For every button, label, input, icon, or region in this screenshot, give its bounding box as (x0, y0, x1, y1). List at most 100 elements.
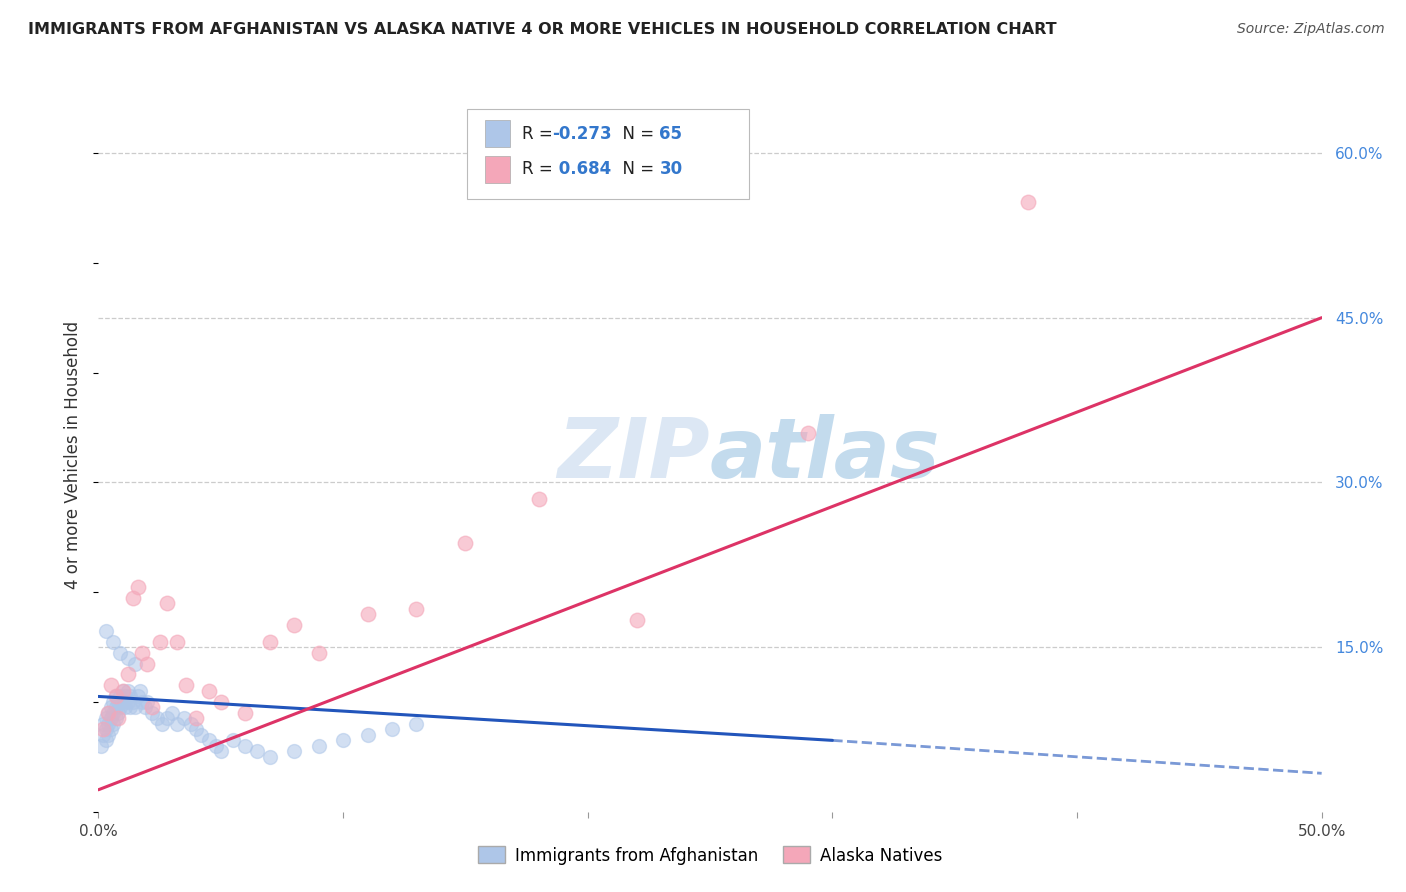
Point (405, 601, 427, 615)
Point (166, 634, 188, 648)
Point (104, 690, 127, 704)
Point (110, 700, 132, 714)
Text: R =: R = (522, 161, 558, 178)
Point (114, 690, 136, 704)
Point (120, 700, 142, 714)
Point (405, 717, 427, 731)
Point (197, 733, 219, 747)
Point (94, 624, 117, 638)
Point (209, 744, 232, 758)
Point (111, 695, 134, 709)
Point (121, 591, 143, 605)
Point (141, 700, 163, 714)
Point (120, 690, 142, 704)
Point (209, 695, 232, 709)
Point (233, 739, 256, 753)
Point (107, 711, 129, 725)
Point (127, 580, 149, 594)
Text: atlas: atlas (710, 415, 941, 495)
Point (136, 695, 159, 709)
Point (136, 657, 159, 671)
Point (94, 723, 117, 737)
Point (101, 706, 124, 720)
Point (91, 723, 114, 737)
Point (127, 690, 149, 704)
Point (104, 690, 127, 704)
Text: 0.684: 0.684 (553, 161, 610, 178)
Point (91, 717, 114, 731)
Point (114, 700, 136, 714)
Point (186, 711, 208, 725)
Point (117, 651, 139, 665)
Text: Source: ZipAtlas.com: Source: ZipAtlas.com (1237, 22, 1385, 37)
Point (131, 695, 153, 709)
Point (131, 646, 153, 660)
Point (110, 646, 132, 660)
Point (134, 700, 156, 714)
Text: IMMIGRANTS FROM AFGHANISTAN VS ALASKA NATIVE 4 OR MORE VEHICLES IN HOUSEHOLD COR: IMMIGRANTS FROM AFGHANISTAN VS ALASKA NA… (28, 22, 1057, 37)
Point (129, 684, 152, 698)
Text: 65: 65 (659, 125, 682, 143)
Point (186, 723, 208, 737)
Point (176, 678, 198, 692)
Point (146, 711, 169, 725)
Text: N =: N = (612, 161, 659, 178)
Point (797, 425, 820, 440)
Point (94, 733, 117, 747)
Point (626, 613, 648, 627)
Point (160, 706, 183, 720)
Point (100, 700, 122, 714)
Point (156, 596, 179, 610)
Text: N =: N = (612, 125, 659, 143)
Point (173, 711, 195, 725)
Point (180, 717, 202, 731)
Point (100, 723, 122, 737)
Point (381, 723, 404, 737)
Point (141, 706, 163, 720)
Point (117, 667, 139, 681)
Point (124, 700, 146, 714)
Point (308, 739, 330, 753)
Point (107, 706, 129, 720)
Point (100, 711, 122, 725)
Text: R =: R = (522, 125, 558, 143)
Point (117, 684, 139, 698)
Point (97, 706, 120, 720)
Point (104, 700, 127, 714)
Point (259, 749, 281, 764)
Point (246, 744, 269, 758)
Point (97, 728, 120, 742)
Point (110, 690, 132, 704)
Point (124, 657, 146, 671)
Y-axis label: 4 or more Vehicles in Household: 4 or more Vehicles in Household (65, 321, 83, 589)
Point (283, 618, 305, 632)
Point (94, 711, 117, 725)
Point (356, 607, 378, 621)
Point (454, 535, 477, 549)
Point (356, 728, 378, 742)
Point (97, 717, 120, 731)
Point (308, 646, 330, 660)
Point (149, 634, 172, 648)
Point (222, 733, 245, 747)
Text: ZIP: ZIP (557, 415, 710, 495)
Point (107, 695, 129, 709)
Point (527, 491, 550, 506)
Point (197, 684, 219, 698)
Point (121, 695, 143, 709)
Point (111, 684, 134, 698)
Point (90, 739, 112, 753)
Point (100, 678, 122, 692)
Point (91, 728, 114, 742)
Point (156, 711, 179, 725)
Point (97, 706, 120, 720)
Point (166, 717, 188, 731)
Point (1017, 195, 1039, 210)
Point (117, 695, 139, 709)
Point (101, 695, 124, 709)
Point (101, 717, 124, 731)
Point (332, 733, 354, 747)
Legend: Immigrants from Afghanistan, Alaska Natives: Immigrants from Afghanistan, Alaska Nati… (471, 839, 949, 871)
Point (233, 706, 256, 720)
Point (111, 684, 134, 698)
